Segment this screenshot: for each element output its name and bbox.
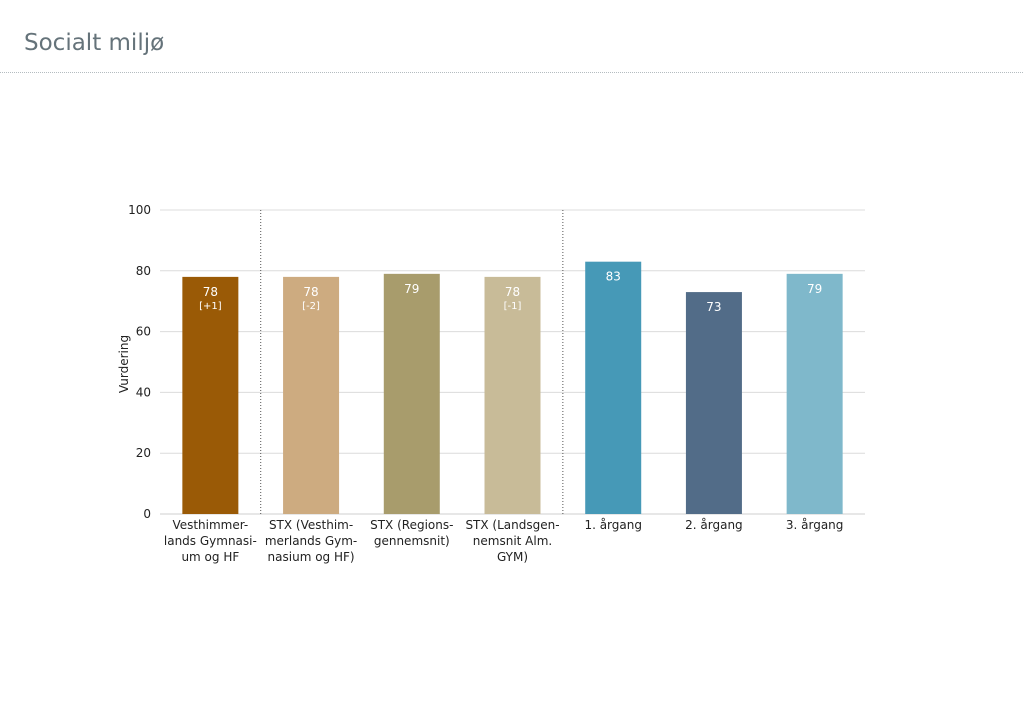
x-category-label: merlands Gym- <box>265 534 357 548</box>
x-category-label: GYM) <box>497 550 528 564</box>
bar-value-label: 79 <box>404 282 419 296</box>
x-category-label: 2. årgang <box>685 518 743 532</box>
bar <box>786 273 843 514</box>
bar-value-label: 78 <box>505 285 520 299</box>
x-category-label: STX (Vesthim- <box>269 518 353 532</box>
bar-delta-label: [-2] <box>302 301 320 312</box>
y-tick-label: 0 <box>143 507 151 521</box>
x-category-label: Vesthimmer- <box>172 518 248 532</box>
x-category-label: lands Gymnasi- <box>164 534 257 548</box>
x-category-label: um og HF <box>181 550 239 564</box>
bar <box>484 276 541 514</box>
x-category-label: nasium og HF) <box>268 550 355 564</box>
y-tick-label: 60 <box>136 325 151 339</box>
bar <box>182 276 239 514</box>
title-divider <box>0 72 1023 73</box>
y-tick-label: 40 <box>136 385 151 399</box>
bar-value-label: 78 <box>303 285 318 299</box>
bar-value-label: 73 <box>706 300 721 314</box>
bar <box>585 261 642 514</box>
bar <box>685 292 742 514</box>
x-category-label: nemsnit Alm. <box>473 534 552 548</box>
bar-value-label: 83 <box>606 270 621 284</box>
bar-value-label: 79 <box>807 282 822 296</box>
y-tick-label: 20 <box>136 446 151 460</box>
bar-delta-label: [-1] <box>504 301 522 312</box>
bar-value-label: 78 <box>203 285 218 299</box>
page-title: Socialt miljø <box>24 30 165 56</box>
bar <box>283 276 340 514</box>
y-tick-label: 80 <box>136 264 151 278</box>
x-category-label: STX (Regions- <box>370 518 453 532</box>
x-category-label: gennemsnit) <box>374 534 450 548</box>
x-category-label: 3. årgang <box>786 518 844 532</box>
x-category-label: STX (Landsgen- <box>465 518 559 532</box>
x-category-label: 1. årgang <box>584 518 642 532</box>
y-axis-title: Vurdering <box>117 335 131 393</box>
bar-delta-label: [+1] <box>199 301 222 312</box>
y-tick-label: 100 <box>128 203 151 217</box>
bar <box>383 273 440 514</box>
